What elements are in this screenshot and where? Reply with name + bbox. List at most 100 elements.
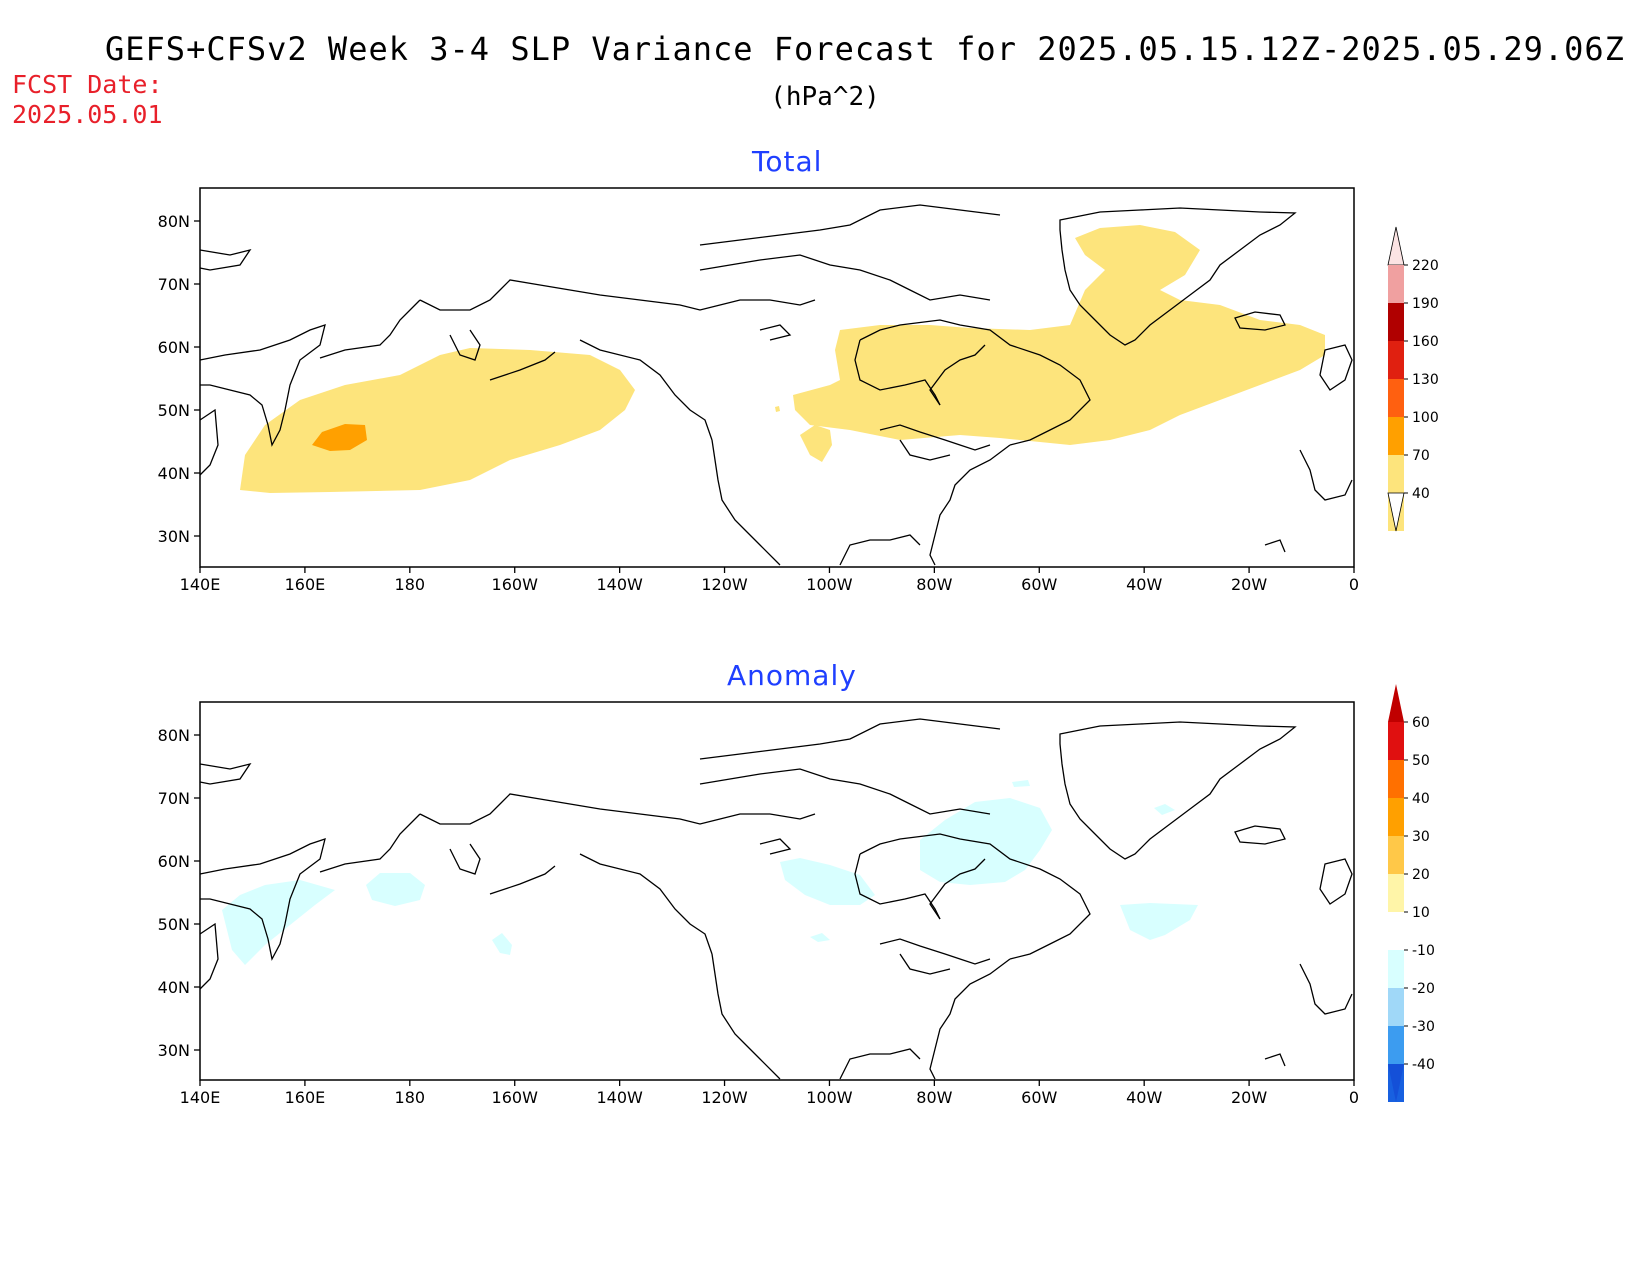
anomaly-lat-label: 30N: [158, 1041, 190, 1060]
anomaly-colorbar-label: 20: [1412, 867, 1430, 883]
total-variance-pacific: [240, 348, 635, 493]
total-lon-label: 140W: [596, 575, 643, 594]
total-colorbar-band: [1388, 455, 1404, 493]
anomaly-negative-canada-west: [780, 858, 875, 905]
anomaly-lon-label: 60W: [1021, 1088, 1057, 1107]
total-colorbar-band: [1388, 379, 1404, 417]
total-lat-label: 30N: [158, 527, 190, 546]
total-lon-label: 100W: [806, 575, 853, 594]
total-colorbar-label: 70: [1412, 448, 1430, 464]
anomaly-colorbar-band: [1388, 950, 1404, 988]
anomaly-colorbar-band: [1388, 912, 1404, 950]
anomaly-colorbar-band: [1388, 988, 1404, 1026]
chart-title: GEFS+CFSv2 Week 3-4 SLP Variance Forecas…: [105, 30, 1625, 68]
total-lon-label: 80W: [916, 575, 952, 594]
anomaly-map-panel: 80N 70N 60N 50N 40N 30N 140E 160E 180 160W 140W 120…: [158, 701, 1359, 1107]
anomaly-lon-label: 20W: [1231, 1088, 1267, 1107]
anomaly-lon-label: 40W: [1126, 1088, 1162, 1107]
anomaly-negative-bering: [366, 873, 425, 906]
total-lon-label: 160E: [285, 575, 326, 594]
anomaly-lat-label: 70N: [158, 789, 190, 808]
anomaly-lon-label: 120W: [701, 1088, 748, 1107]
anomaly-colorbar-label: 40: [1412, 791, 1430, 807]
total-lat-label: 60N: [158, 338, 190, 357]
total-colorbar-band: [1388, 265, 1404, 303]
total-lon-label: 180: [395, 575, 426, 594]
anomaly-lon-label: 180: [395, 1088, 426, 1107]
anomaly-negative-greenland-east: [1154, 804, 1175, 815]
anomaly-lon-label: 140W: [596, 1088, 643, 1107]
anomaly-colorbar-band: [1388, 722, 1404, 760]
anomaly-axis-ticks: 80N 70N 60N 50N 40N 30N 140E 160E 180 160W 140W 120…: [158, 726, 1359, 1107]
total-map-frame: [199, 187, 1355, 568]
total-map-panel: 80N 70N 60N 50N 40N 30N 140E 160E 180 160W 140W 120…: [158, 187, 1359, 594]
anomaly-lon-label: 160E: [285, 1088, 326, 1107]
total-colorbar-band: [1388, 303, 1404, 341]
anomaly-negative-hudson: [920, 798, 1052, 885]
total-lon-label: 120W: [701, 575, 748, 594]
anomaly-colorbar-top-arrow: [1388, 684, 1404, 722]
anomaly-negative-plains: [810, 933, 830, 942]
total-colorbar-label: 100: [1412, 410, 1439, 426]
anomaly-lat-label: 40N: [158, 978, 190, 997]
total-colorbar: 220 190 160 130 100 70 40: [1387, 226, 1439, 532]
anomaly-colorbar-band: [1388, 760, 1404, 798]
anomaly-colorbar-label: 10: [1412, 905, 1430, 921]
anomaly-negative-greenland-dot: [1012, 780, 1030, 787]
anomaly-colorbar-band: [1388, 874, 1404, 912]
total-colorbar-top-arrow: [1387, 226, 1405, 266]
total-colorbar-label: 40: [1412, 486, 1430, 502]
total-variance-atlantic: [793, 225, 1325, 445]
total-lat-label: 70N: [158, 275, 190, 294]
total-lon-label: 60W: [1021, 575, 1057, 594]
anomaly-negative-pacific-small: [492, 933, 512, 955]
anomaly-colorbar-label: -30: [1412, 1019, 1435, 1035]
anomaly-lon-label: 160W: [492, 1088, 539, 1107]
anomaly-lat-label: 60N: [158, 852, 190, 871]
total-colorbar-label: 190: [1412, 296, 1439, 312]
total-variance-dot: [775, 406, 780, 412]
units-label: (hPa^2): [770, 82, 880, 112]
anomaly-map-frame: [199, 701, 1355, 1081]
anomaly-colorbar-band: [1388, 836, 1404, 874]
total-axis-ticks: 80N 70N 60N 50N 40N 30N 140E 160E 180 160W 140W 120…: [158, 212, 1359, 594]
panel-title-total: Total: [752, 145, 823, 178]
total-colorbar-band: [1388, 417, 1404, 455]
anomaly-lat-label: 80N: [158, 726, 190, 745]
panel-title-anomaly: Anomaly: [727, 659, 857, 692]
anomaly-colorbar-label: -20: [1412, 981, 1435, 997]
anomaly-colorbar-label: 30: [1412, 829, 1430, 845]
anomaly-lat-label: 50N: [158, 915, 190, 934]
anomaly-lon-label: 80W: [916, 1088, 952, 1107]
anomaly-colorbar-bottom-arrow: [1388, 1064, 1404, 1102]
anomaly-negative-kamchatka: [222, 880, 335, 965]
anomaly-negative-atlantic: [1120, 903, 1198, 940]
anomaly-colorbar-label: -40: [1412, 1057, 1435, 1073]
total-lon-label: 140E: [180, 575, 221, 594]
total-lon-label: 160W: [492, 575, 539, 594]
forecast-date-label: FCST Date: 2025.05.01: [12, 70, 163, 130]
anomaly-colorbar-label: -10: [1412, 943, 1435, 959]
fcst-date-value: 2025.05.01: [12, 100, 163, 129]
total-colorbar-bottom-arrow: [1387, 492, 1405, 532]
total-lon-label: 0: [1349, 575, 1359, 594]
total-lat-label: 80N: [158, 212, 190, 231]
anomaly-lon-label: 100W: [806, 1088, 853, 1107]
total-lon-label: 20W: [1231, 575, 1267, 594]
anomaly-lon-label: 0: [1349, 1088, 1359, 1107]
total-lon-label: 40W: [1126, 575, 1162, 594]
total-variance-midwest: [800, 425, 832, 462]
anomaly-colorbar-label: 50: [1412, 753, 1430, 769]
total-lat-label: 40N: [158, 464, 190, 483]
anomaly-lon-label: 140E: [180, 1088, 221, 1107]
total-colorbar-label: 220: [1412, 258, 1439, 274]
anomaly-colorbar-band: [1388, 798, 1404, 836]
anomaly-colorbar: 60 50 40 30 20 10 -10 -20 -30 -40: [1388, 684, 1435, 1102]
total-lat-label: 50N: [158, 401, 190, 420]
anomaly-colorbar-label: 60: [1412, 715, 1430, 731]
total-colorbar-label: 130: [1412, 372, 1439, 388]
total-colorbar-label: 160: [1412, 334, 1439, 350]
total-variance-pacific-high: [312, 424, 367, 451]
anomaly-colorbar-band: [1388, 1026, 1404, 1064]
